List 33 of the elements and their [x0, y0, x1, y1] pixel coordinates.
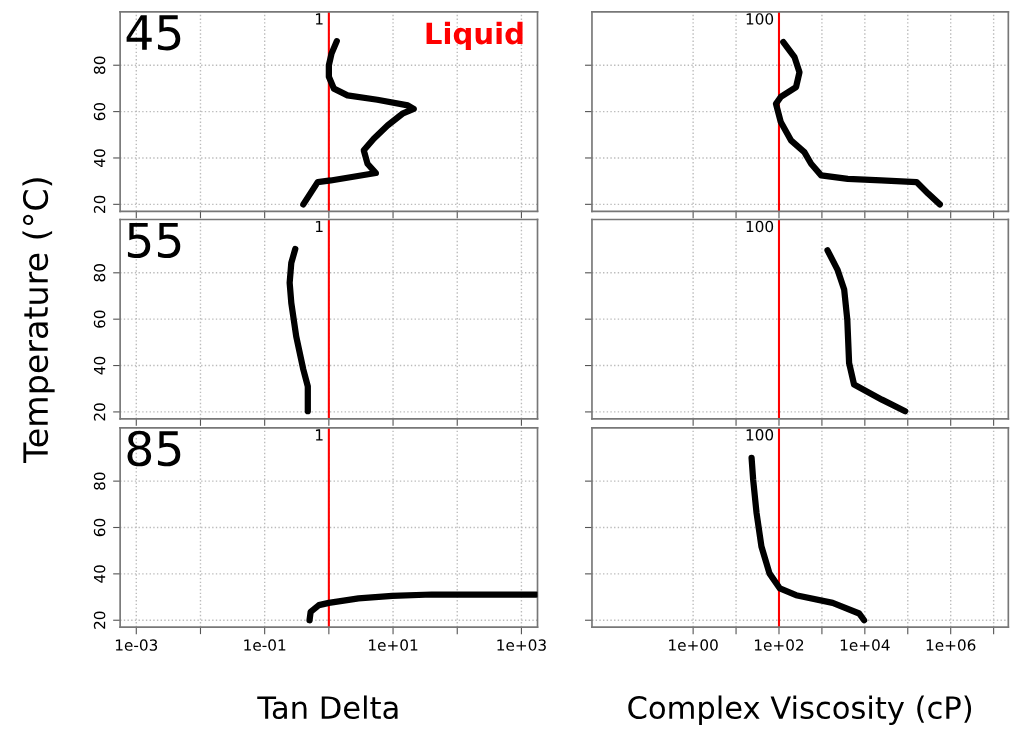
- annotation: Liquid: [426, 21, 523, 51]
- y-tick-label: 60: [93, 102, 106, 121]
- y-tick-label: 20: [93, 611, 106, 629]
- y-tick-label: 80: [93, 56, 106, 74]
- x-axis-title: Complex Viscosity (cP): [628, 695, 972, 726]
- y-tick-label: 40: [93, 149, 106, 167]
- x-tick-label: 1e+00: [669, 639, 718, 651]
- x-tick-label: 1e+02: [754, 639, 804, 651]
- y-axis-title: Temperature (°C): [22, 178, 55, 464]
- x-tick-label: 1e+01: [369, 639, 418, 651]
- annotation: 45: [126, 15, 181, 51]
- ref-line-label: 1: [315, 220, 323, 233]
- x-axis-title: Tan Delta: [257, 695, 398, 720]
- ref-line-label: 100: [746, 13, 774, 25]
- y-tick-label: 60: [93, 518, 106, 537]
- y-tick-label: 80: [93, 472, 106, 490]
- y-tick-label: 40: [93, 356, 106, 375]
- y-tick-label: 40: [93, 565, 106, 583]
- y-tick-label: 20: [93, 403, 106, 421]
- x-tick-label: 1e-03: [115, 639, 158, 651]
- ref-line-label: 1: [315, 429, 323, 441]
- x-tick-label: 1e+03: [497, 639, 546, 651]
- y-tick-label: 60: [93, 310, 106, 328]
- x-tick-label: 1e+06: [926, 639, 976, 651]
- x-tick-label: 1e+04: [840, 639, 890, 651]
- y-tick-label: 20: [93, 195, 106, 213]
- ref-line-label: 100: [746, 429, 774, 441]
- annotation: 85: [127, 430, 181, 467]
- y-tick-label: 80: [93, 264, 106, 282]
- ref-line-label: 1: [315, 13, 323, 25]
- ref-line-label: 100: [746, 220, 774, 233]
- annotation: 55: [127, 222, 181, 259]
- x-tick-label: 1e-01: [244, 639, 286, 651]
